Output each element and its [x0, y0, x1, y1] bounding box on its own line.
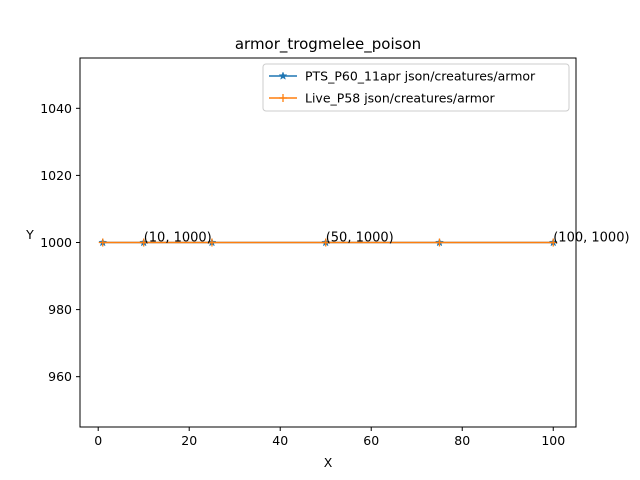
legend-label: Live_P58 json/creatures/armor	[305, 91, 496, 106]
y-tick-label: 960	[48, 369, 72, 384]
data-point	[549, 238, 558, 247]
x-tick-label: 0	[94, 433, 102, 448]
y-axis-ticks: 960 980 1000 1020 1040	[40, 101, 80, 384]
x-tick-label: 60	[363, 433, 379, 448]
series-2	[98, 238, 558, 247]
legend-marker	[279, 94, 287, 102]
y-tick-label: 1000	[40, 235, 72, 250]
y-tick-label: 1040	[40, 101, 72, 116]
legend-item: PTS_P60_11apr json/creatures/armor	[269, 69, 536, 84]
legend-label: PTS_P60_11apr json/creatures/armor	[305, 69, 536, 84]
y-axis-label: Y	[25, 227, 34, 242]
data-point	[435, 238, 444, 247]
annotation-label: (50, 1000)	[326, 231, 394, 246]
data-point	[207, 238, 216, 247]
chart-title: armor_trogmelee_poison	[235, 35, 421, 54]
y-tick-label: 1020	[40, 168, 72, 183]
x-tick-label: 20	[181, 433, 197, 448]
legend-marker	[278, 71, 288, 80]
data-point	[139, 238, 148, 247]
legend-box	[262, 63, 570, 112]
x-tick-label: 80	[454, 433, 470, 448]
annotation-label: (100, 1000)	[553, 231, 629, 246]
legend: PTS_P60_11apr json/creatures/armor Live_P…	[262, 63, 570, 112]
x-tick-label: 40	[272, 433, 288, 448]
plot-area: (10, 1000) (50, 1000) (100, 1000)	[98, 231, 630, 247]
legend-item: Live_P58 json/creatures/armor	[269, 91, 496, 106]
x-axis-ticks: 0 20 40 60 80 100	[94, 427, 565, 448]
annotation-label: (10, 1000)	[144, 231, 212, 246]
data-point	[98, 238, 107, 247]
x-tick-label: 100	[541, 433, 565, 448]
x-axis-label: X	[324, 455, 333, 470]
data-point	[321, 238, 330, 247]
y-tick-label: 980	[48, 302, 72, 317]
